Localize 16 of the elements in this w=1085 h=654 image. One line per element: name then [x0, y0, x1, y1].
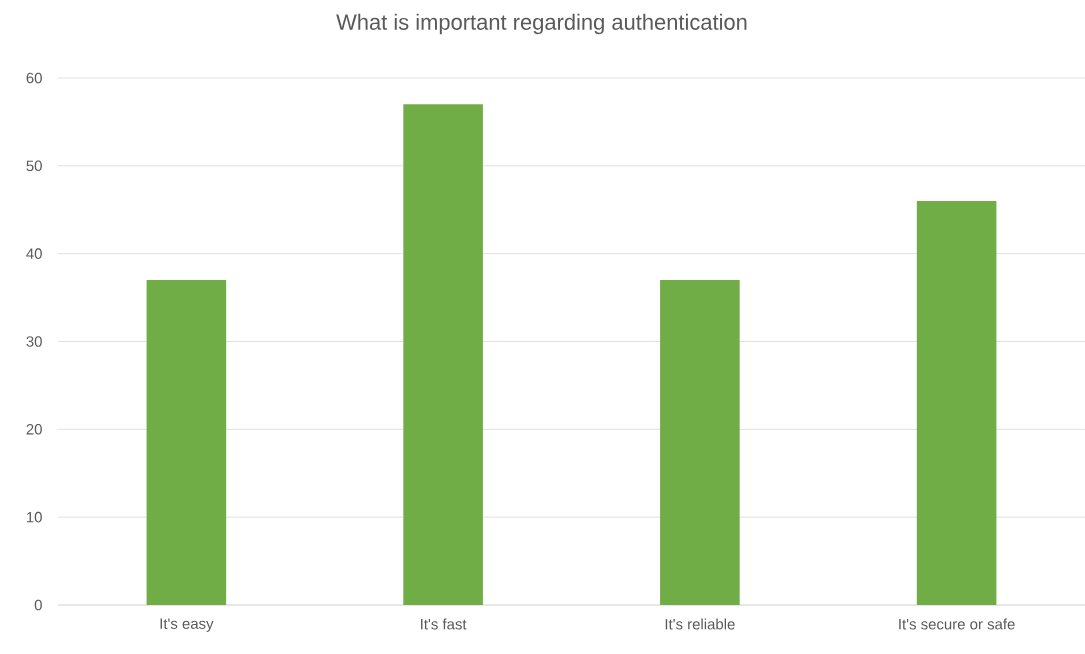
x-tick-label: It's easy — [160, 618, 214, 632]
bar — [660, 280, 740, 605]
y-tick-label: 10 — [27, 511, 42, 523]
y-tick-label: 50 — [26, 160, 42, 172]
y-tick-label: 60 — [26, 72, 42, 84]
y-tick-label: 40 — [26, 248, 42, 259]
bar — [916, 200, 997, 605]
y-tick-label: 30 — [26, 336, 42, 347]
x-tick-label: It's secure or safe — [899, 618, 1015, 630]
x-tick-label: It's fast — [421, 618, 467, 630]
y-tick-label: 20 — [26, 424, 42, 435]
bar — [403, 104, 483, 605]
bar — [146, 280, 227, 605]
y-tick-label: 0 — [34, 599, 42, 611]
chart-title: What is important regarding authentication — [336, 13, 747, 35]
x-tick-label: It's reliable — [665, 618, 735, 630]
